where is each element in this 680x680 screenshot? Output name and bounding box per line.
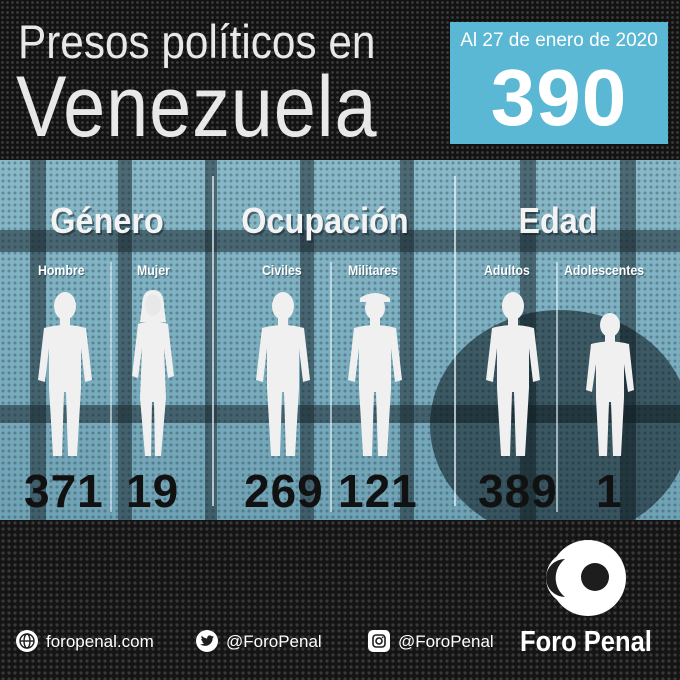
woman-figure-icon	[128, 288, 178, 458]
teen-figure-icon	[584, 310, 636, 458]
category-title-edad: Edad	[518, 200, 598, 241]
soldier-figure-icon	[346, 288, 404, 458]
group-divider	[110, 262, 112, 512]
value-adultos: 389	[478, 465, 558, 517]
group-divider	[330, 262, 332, 512]
value-civiles: 269	[244, 465, 324, 517]
category-title-ocupacion: Ocupación	[241, 200, 409, 241]
adult-figure-icon	[484, 288, 542, 458]
label-militares: Militares	[348, 262, 398, 278]
instagram-icon	[368, 630, 390, 652]
label-adolescentes: Adolescentes	[564, 262, 645, 278]
value-adolescentes: 1	[596, 465, 623, 517]
title-line-2: Venezuela	[16, 59, 378, 155]
instagram-handle[interactable]: @ForoPenal	[398, 632, 494, 651]
value-hombre: 371	[24, 465, 104, 517]
brand-name: Foro Penal	[520, 626, 652, 658]
twitter-icon	[196, 630, 218, 652]
section-divider	[454, 176, 456, 506]
jail-bars-background	[0, 160, 680, 540]
total-count-box: Al 27 de enero de 2020 390	[450, 22, 668, 144]
label-civiles: Civiles	[262, 262, 302, 278]
globe-icon	[16, 630, 38, 652]
section-divider	[212, 176, 214, 506]
label-hombre: Hombre	[38, 262, 85, 278]
total-count: 390	[490, 53, 628, 142]
group-divider	[556, 262, 558, 512]
value-mujer: 19	[126, 465, 180, 517]
twitter-handle[interactable]: @ForoPenal	[226, 632, 322, 651]
value-militares: 121	[338, 465, 418, 517]
label-adultos: Adultos	[484, 262, 530, 278]
title-line-1: Presos políticos en	[18, 15, 376, 68]
label-mujer: Mujer	[137, 262, 170, 278]
count-date: Al 27 de enero de 2020	[460, 30, 658, 51]
foro-penal-logo-icon	[543, 537, 633, 623]
category-title-genero: Género	[50, 200, 164, 241]
man-figure-icon	[36, 288, 94, 458]
website-link[interactable]: foropenal.com	[46, 632, 154, 651]
civilian-figure-icon	[254, 288, 312, 458]
